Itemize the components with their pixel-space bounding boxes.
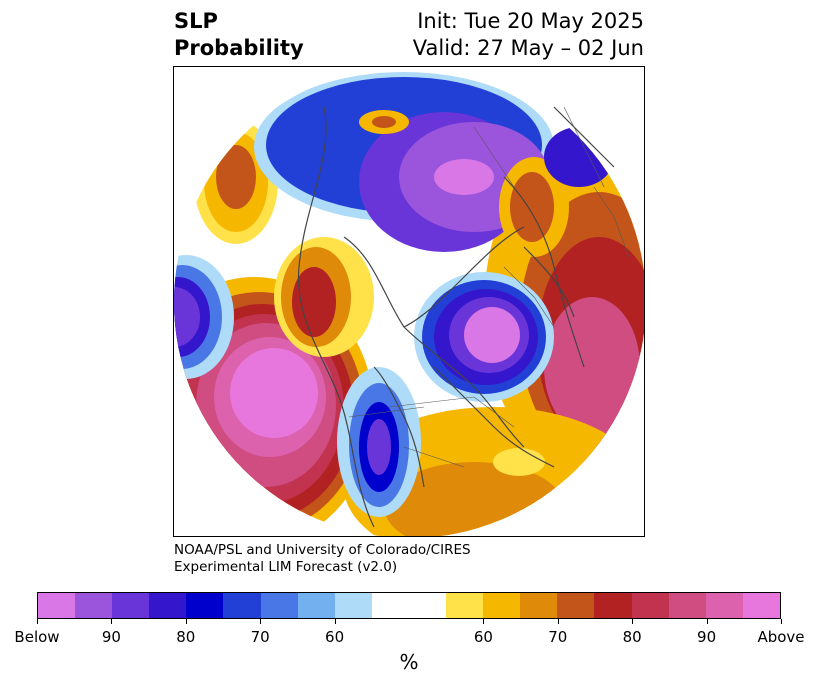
borders [348, 106, 630, 468]
colorbar-swatch-1 [75, 593, 113, 618]
colorbar-swatch-6 [260, 593, 298, 618]
colorbar-swatch-5 [223, 593, 261, 618]
colorbar-swatch-11 [446, 593, 484, 618]
colorbar-swatch-4 [186, 593, 224, 618]
colorbar-swatch-3 [149, 593, 187, 618]
colorbar-swatch-12 [483, 593, 521, 618]
colorbar-swatch-0 [38, 593, 76, 618]
colorbar-tickmark [334, 619, 336, 624]
colorbar-swatch-10 [408, 593, 447, 618]
colorbar-tick-label: 60 [473, 628, 493, 646]
colorbar [37, 592, 781, 619]
colorbar-tick-label: 80 [622, 628, 642, 646]
colorbar-tickmark [557, 619, 559, 624]
colorbar-tickmark [781, 619, 782, 624]
colorbar-tick-label: Below [14, 628, 60, 646]
colorbar-swatch-17 [668, 593, 706, 618]
colorbar-swatch-19 [742, 593, 780, 618]
colorbar-swatch-8 [334, 593, 372, 618]
colorbar-swatch-2 [112, 593, 150, 618]
colorbar-unit: % [399, 650, 419, 674]
credit-line-2: Experimental LIM Forecast (v2.0) [174, 559, 398, 575]
colorbar-tick-label: 90 [101, 628, 121, 646]
colorbar-tickmark [37, 619, 38, 624]
colorbar-tickmark [483, 619, 485, 624]
map-panel [173, 66, 645, 537]
colorbar-swatch-7 [297, 593, 335, 618]
probability-field [174, 67, 644, 536]
colorbar-swatch-15 [594, 593, 632, 618]
colorbar-swatch-16 [631, 593, 669, 618]
colorbar-tick-label: 80 [176, 628, 196, 646]
colorbar-tickmark [185, 619, 187, 624]
colorbar-tick-label: 70 [250, 628, 270, 646]
colorbar-tick-label: 90 [697, 628, 717, 646]
title-type: Probability [174, 36, 304, 60]
credit-text: NOAA/PSL and University of Colorado/CIRE… [174, 542, 471, 576]
title-right: Init: Tue 20 May 2025 Valid: 27 May – 02… [413, 8, 644, 62]
colorbar-swatch-18 [705, 593, 743, 618]
title-variable: SLP [174, 9, 218, 33]
colorbar-tick-label: 70 [548, 628, 568, 646]
init-date: Init: Tue 20 May 2025 [417, 9, 644, 33]
valid-range: Valid: 27 May – 02 Jun [412, 36, 644, 60]
colorbar-tick-label: 60 [325, 628, 345, 646]
colorbar-tickmark [632, 619, 634, 624]
colorbar-tickmark [706, 619, 708, 624]
title-left: SLP Probability [174, 8, 304, 62]
colorbar-tickmark [260, 619, 262, 624]
credit-line-1: NOAA/PSL and University of Colorado/CIRE… [174, 542, 471, 558]
colorbar-tick-label: Above [757, 628, 805, 646]
colorbar-tickmark [111, 619, 113, 624]
colorbar-swatch-14 [557, 593, 595, 618]
colorbar-swatch-9 [371, 593, 409, 618]
polar-map [174, 67, 644, 536]
colorbar-swatch-13 [520, 593, 558, 618]
